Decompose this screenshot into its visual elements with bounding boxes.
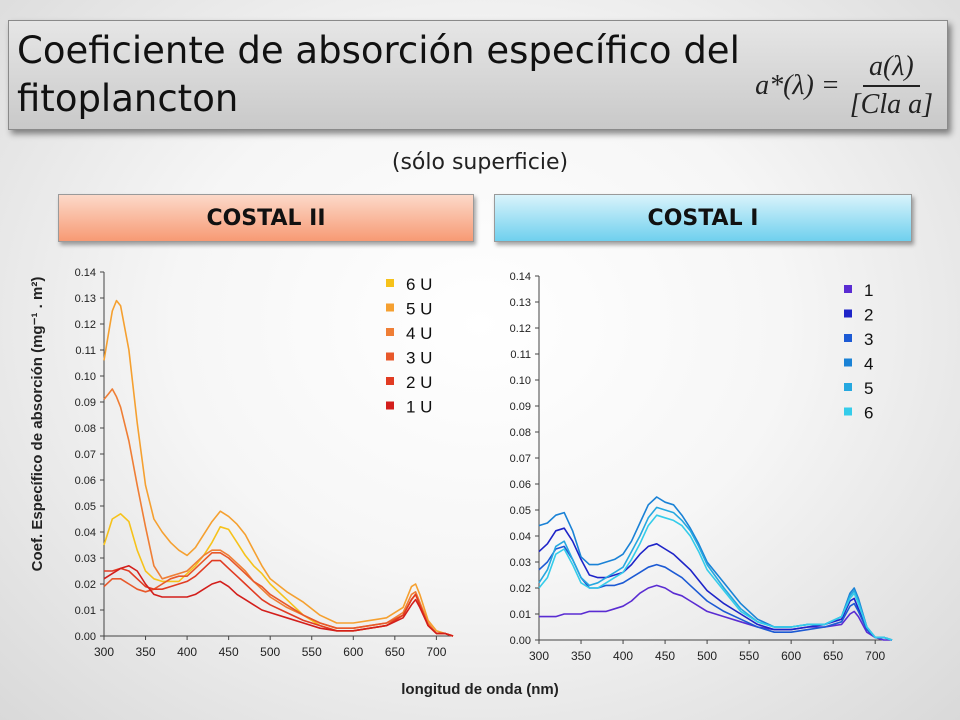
y-tick-label: 0.09 xyxy=(75,397,96,409)
x-tick-label: 700 xyxy=(865,649,885,663)
formula-denominator: [Cla a] xyxy=(849,89,933,120)
y-tick-label: 0.13 xyxy=(75,293,96,305)
series-line-5 xyxy=(538,506,893,641)
x-tick-label: 400 xyxy=(613,649,633,663)
legend-swatch xyxy=(386,328,394,336)
formula-numerator: a(λ) xyxy=(862,51,920,87)
x-tick-label: 550 xyxy=(739,649,759,663)
legend-label: 3 xyxy=(864,330,873,349)
series-line-1 xyxy=(539,584,892,641)
legend-swatch xyxy=(386,279,394,287)
legend-label: 5 U xyxy=(406,300,432,319)
y-tick-label: 0.06 xyxy=(510,479,531,491)
x-tick-label: 600 xyxy=(343,645,363,659)
legend-swatch xyxy=(844,383,852,391)
legend-swatch xyxy=(386,303,394,312)
y-tick-label: 0.05 xyxy=(510,505,531,517)
legend-label: 2 xyxy=(864,306,873,325)
x-tick-label: 350 xyxy=(136,645,156,659)
legend-label: 1 U xyxy=(406,398,432,417)
series-line-4 xyxy=(538,496,893,641)
slide-title: Coeficiente de absorción específico del … xyxy=(17,29,740,120)
y-tick-label: 0.10 xyxy=(510,375,531,387)
x-tick-label: 650 xyxy=(823,649,843,663)
y-tick-label: 0.10 xyxy=(75,371,96,383)
legend-swatch xyxy=(844,407,852,416)
legend-label: 4 U xyxy=(406,324,432,343)
x-tick-label: 300 xyxy=(94,645,114,659)
y-tick-label: 0.00 xyxy=(510,635,531,647)
x-tick-label: 550 xyxy=(302,645,322,659)
y-tick-label: 0.06 xyxy=(75,475,96,487)
legend-swatch xyxy=(844,309,852,318)
y-tick-label: 0.01 xyxy=(75,605,96,617)
subtitle: (sólo superficie) xyxy=(391,150,569,175)
x-tick-label: 400 xyxy=(177,645,197,659)
legend-label: 6 xyxy=(864,404,873,423)
legend-swatch xyxy=(844,358,852,367)
formula: a*(λ) = a(λ) [Cla a] xyxy=(755,51,933,121)
y-tick-label: 0.01 xyxy=(510,609,531,621)
x-tick-label: 450 xyxy=(655,649,675,663)
legend-swatch xyxy=(386,377,394,385)
formula-lhs: a*(λ) = xyxy=(755,70,840,101)
x-tick-label: 650 xyxy=(385,645,405,659)
x-tick-label: 300 xyxy=(529,649,549,663)
panel-label-left: COSTAL II xyxy=(58,194,474,242)
series-line-6 xyxy=(538,514,893,641)
series-line-1-u xyxy=(103,565,454,637)
y-tick-label: 0.11 xyxy=(510,349,531,361)
y-tick-label: 0.04 xyxy=(510,531,531,543)
series-line-4-u xyxy=(103,388,454,637)
y-tick-label: 0.14 xyxy=(510,271,531,283)
x-tick-label: 500 xyxy=(697,649,717,663)
x-tick-label: 500 xyxy=(260,645,280,659)
y-tick-label: 0.03 xyxy=(510,557,531,569)
y-tick-label: 0.11 xyxy=(75,345,96,357)
series-line-2-u xyxy=(104,559,454,637)
y-tick-label: 0.03 xyxy=(75,553,96,565)
y-tick-label: 0.12 xyxy=(75,319,96,331)
y-tick-label: 0.07 xyxy=(75,449,96,461)
y-tick-label: 0.12 xyxy=(510,323,531,335)
title-bar: Coeficiente de absorción específico del … xyxy=(8,20,948,130)
legend-label: 2 U xyxy=(406,373,432,392)
y-tick-label: 0.02 xyxy=(510,583,531,595)
y-tick-label: 0.08 xyxy=(75,423,96,435)
legend-swatch xyxy=(844,334,852,342)
y-tick-label: 0.04 xyxy=(75,527,96,539)
x-tick-label: 350 xyxy=(571,649,591,663)
legend-label: 3 U xyxy=(406,349,432,368)
formula-fraction: a(λ) [Cla a] xyxy=(850,51,933,121)
legend-swatch xyxy=(386,352,394,361)
y-tick-label: 0.08 xyxy=(510,427,531,439)
series-line-5-u xyxy=(103,299,454,637)
y-axis-label: Coef. Específico de absorción (mg⁻¹ . m²… xyxy=(29,276,46,572)
y-tick-label: 0.09 xyxy=(510,401,531,413)
y-tick-label: 0.13 xyxy=(510,297,531,309)
x-tick-label: 450 xyxy=(219,645,239,659)
series-line-3 xyxy=(538,545,893,641)
x-axis-label: longitud de onda (nm) xyxy=(401,681,559,698)
y-tick-label: 0.00 xyxy=(75,631,96,643)
legend-swatch xyxy=(844,285,852,293)
x-tick-label: 600 xyxy=(781,649,801,663)
x-tick-label: 700 xyxy=(426,645,446,659)
y-tick-label: 0.05 xyxy=(75,501,96,513)
series-line-2 xyxy=(538,527,893,641)
legend-label: 6 U xyxy=(406,275,432,294)
legend-label: 4 xyxy=(864,355,873,374)
y-tick-label: 0.02 xyxy=(75,579,96,591)
y-tick-label: 0.07 xyxy=(510,453,531,465)
y-tick-label: 0.14 xyxy=(75,267,96,279)
legend-label: 5 xyxy=(864,379,873,398)
legend-swatch xyxy=(386,401,394,410)
legend-label: 1 xyxy=(864,281,873,300)
panel-label-right: COSTAL I xyxy=(494,194,912,242)
